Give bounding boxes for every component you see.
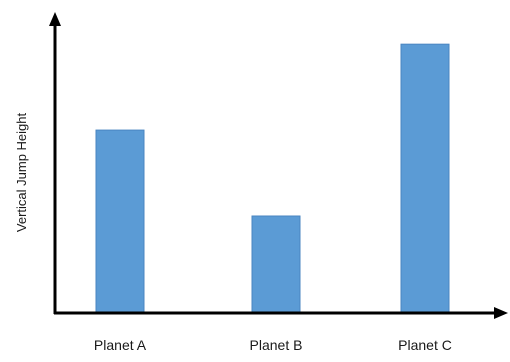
x-axis-arrowhead: [494, 307, 508, 319]
x-tick-labels: Planet A Planet B Planet C: [94, 337, 452, 353]
axes-group: [49, 12, 508, 319]
y-axis-arrowhead: [49, 12, 61, 26]
bars-group: [95, 43, 450, 314]
bar-planet-c: [400, 43, 450, 314]
y-axis-label: Vertical Jump Height: [14, 113, 29, 233]
x-tick-label-planet-b: Planet B: [250, 337, 303, 353]
x-tick-label-planet-c: Planet C: [398, 337, 452, 353]
bar-planet-a: [95, 129, 145, 314]
bar-planet-b: [251, 215, 301, 314]
x-tick-label-planet-a: Planet A: [94, 337, 147, 353]
